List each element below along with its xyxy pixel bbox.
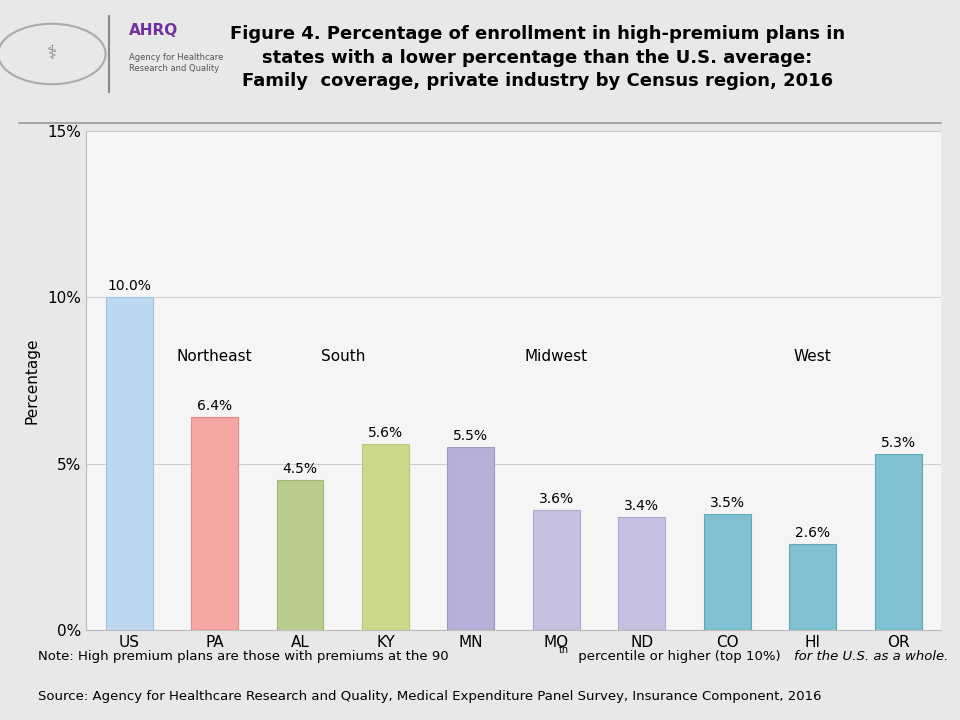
Bar xyxy=(533,510,580,630)
Bar xyxy=(875,454,922,630)
Text: South: South xyxy=(321,349,365,364)
Text: percentile or higher (top 10%): percentile or higher (top 10%) xyxy=(573,650,784,663)
Text: for the U.S. as a whole.: for the U.S. as a whole. xyxy=(794,650,948,663)
Text: Midwest: Midwest xyxy=(525,349,588,364)
Text: th: th xyxy=(559,645,568,655)
Text: West: West xyxy=(794,349,831,364)
Bar xyxy=(618,517,665,630)
Y-axis label: Percentage: Percentage xyxy=(24,337,39,424)
Bar xyxy=(704,513,751,630)
Text: 3.4%: 3.4% xyxy=(624,499,660,513)
Text: Source: Agency for Healthcare Research and Quality, Medical Expenditure Panel Su: Source: Agency for Healthcare Research a… xyxy=(38,690,822,703)
Text: Figure 4. Percentage of enrollment in high-premium plans in
states with a lower : Figure 4. Percentage of enrollment in hi… xyxy=(230,25,845,90)
Text: 3.6%: 3.6% xyxy=(539,492,574,506)
Text: 10.0%: 10.0% xyxy=(108,279,151,293)
Bar xyxy=(106,297,153,630)
Bar xyxy=(276,480,324,630)
Text: Agency for Healthcare
Research and Quality: Agency for Healthcare Research and Quali… xyxy=(129,53,223,73)
Text: 3.5%: 3.5% xyxy=(709,495,745,510)
Bar xyxy=(191,417,238,630)
Text: Northeast: Northeast xyxy=(177,349,252,364)
Text: 5.5%: 5.5% xyxy=(453,429,489,443)
Bar xyxy=(447,447,494,630)
Bar xyxy=(789,544,836,630)
Text: 2.6%: 2.6% xyxy=(795,526,830,539)
Text: 6.4%: 6.4% xyxy=(197,399,232,413)
Text: 5.3%: 5.3% xyxy=(880,436,916,450)
Text: 5.6%: 5.6% xyxy=(368,426,403,440)
Text: 4.5%: 4.5% xyxy=(282,462,318,477)
Text: AHRQ: AHRQ xyxy=(129,23,178,37)
Text: ⚕: ⚕ xyxy=(47,45,57,63)
Text: Note: High premium plans are those with premiums at the 90: Note: High premium plans are those with … xyxy=(38,650,449,663)
Bar xyxy=(362,444,409,630)
